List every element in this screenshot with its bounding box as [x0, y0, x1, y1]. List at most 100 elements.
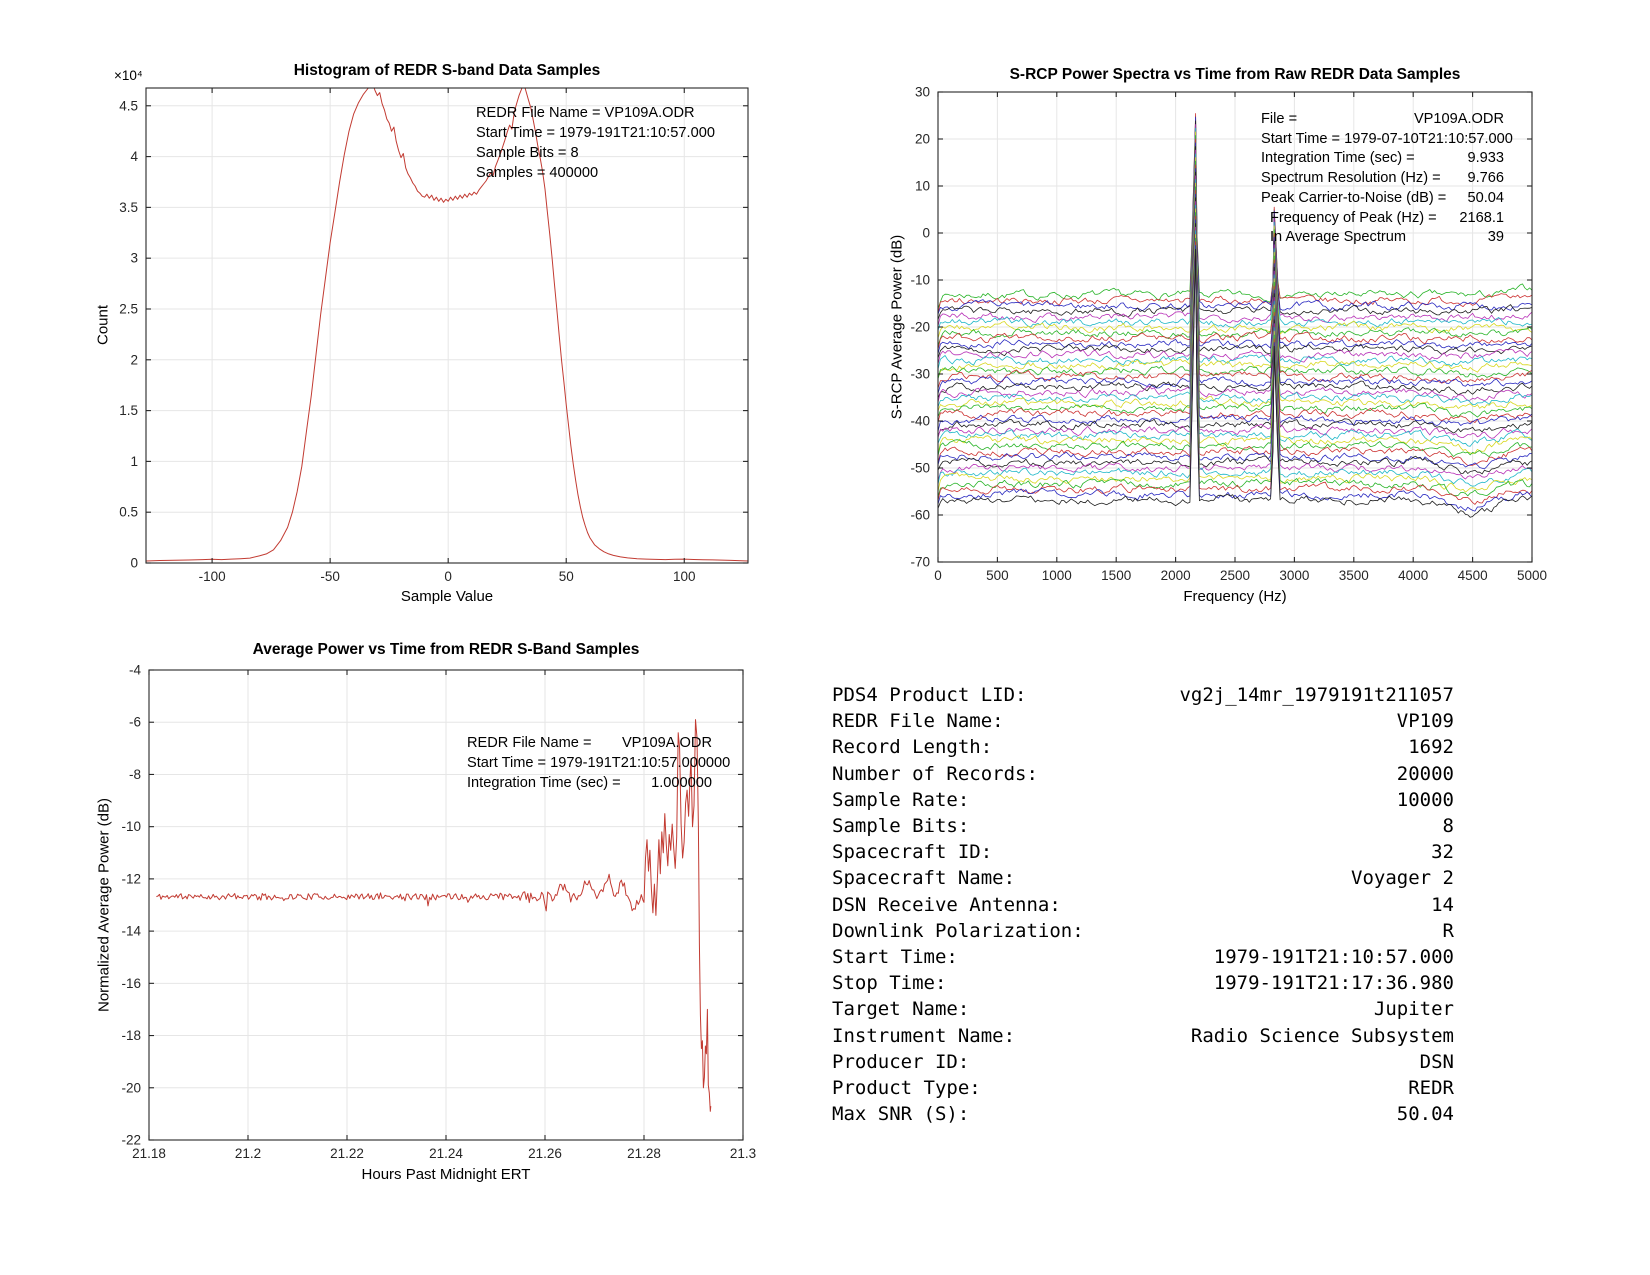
svg-text:-4: -4: [129, 663, 141, 678]
svg-text:-20: -20: [910, 320, 930, 335]
svg-text:-16: -16: [121, 976, 141, 991]
table-row-label: Spacecraft Name:: [832, 867, 1016, 890]
svg-text:21.3: 21.3: [730, 1146, 756, 1161]
table-row: Product Type: REDR: [832, 1075, 1454, 1101]
table-row: Downlink Polarization: R: [832, 918, 1454, 944]
table-row-value: 32: [1431, 841, 1454, 864]
spectra-annotation-block: File = VP109A.ODR Start Time = 1979-07-10T…: [1261, 110, 1513, 248]
avg-title: Average Power vs Time from REDR S-Band S…: [252, 641, 640, 658]
svg-text:-40: -40: [910, 414, 930, 429]
spectra-annotation-line-value: 39: [1487, 229, 1504, 246]
avg-x-axis-label: Hours Past Midnight ERT: [361, 1166, 531, 1183]
svg-text:500: 500: [986, 568, 1009, 583]
hist-y-exponent-label: ×10⁴: [114, 68, 143, 83]
svg-text:21.18: 21.18: [132, 1146, 166, 1161]
spectra-annotation-line-value: 9.933: [1467, 150, 1504, 167]
spectra-y-axis-label: S-RCP Average Power (dB): [888, 234, 906, 420]
svg-text:0: 0: [130, 556, 138, 571]
spectra-annotation-line: Spectrum Resolution (Hz) = 9.766: [1261, 169, 1504, 189]
table-row: PDS4 Product LID: vg2j_14mr_1979191t21105…: [832, 682, 1454, 708]
spectra-x-axis-label: Frequency (Hz): [1183, 588, 1287, 605]
hist-annotation-line: Sample Bits = 8: [476, 145, 579, 161]
avg-annotation-line-label: REDR File Name =: [467, 735, 592, 751]
table-row: Start Time: 1979-191T21:10:57.000: [832, 944, 1454, 970]
table-row-value: vg2j_14mr_1979191t211057: [1179, 684, 1454, 706]
avg-annotation-line-value: VP109A.ODR: [621, 735, 712, 751]
table-row-value: 50.04: [1396, 1103, 1454, 1126]
svg-text:0: 0: [444, 569, 452, 584]
spectra-annotation-line-value: 50.04: [1467, 189, 1504, 206]
table-row-value: 20000: [1396, 762, 1454, 785]
svg-text:50: 50: [559, 569, 574, 584]
svg-text:4: 4: [130, 149, 138, 164]
spectra-annotation-line-value: 2168.1: [1459, 209, 1504, 226]
table-row-label: REDR File Name:: [832, 710, 1004, 733]
avg-annotation-line-value: 1.000000: [651, 775, 712, 791]
table-row-value: DSN: [1419, 1050, 1454, 1073]
svg-text:-10: -10: [910, 273, 930, 288]
svg-text:-50: -50: [910, 461, 930, 476]
spectra-annotation-line: Integration Time (sec) = 9.933: [1261, 149, 1504, 169]
spectra-annotation-line-value: 9.766: [1467, 170, 1504, 187]
table-row: Target Name: Jupiter: [832, 996, 1454, 1022]
table-row-label: Number of Records:: [832, 762, 1038, 785]
hist-title: Histogram of REDR S-band Data Samples: [293, 62, 601, 79]
svg-text:100: 100: [673, 569, 696, 584]
table-row-label: Producer ID:: [832, 1050, 970, 1073]
table-row-value: 1979-191T21:10:57.000: [1213, 946, 1454, 969]
table-row-value: 14: [1431, 893, 1454, 916]
svg-text:-70: -70: [910, 555, 930, 570]
svg-text:4500: 4500: [1458, 568, 1488, 583]
svg-text:-12: -12: [121, 871, 141, 886]
table-row: Sample Rate: 10000: [832, 787, 1454, 813]
table-row: DSN Receive Antenna: 14: [832, 892, 1454, 918]
svg-text:-8: -8: [129, 767, 141, 782]
svg-text:5000: 5000: [1517, 568, 1547, 583]
svg-text:3000: 3000: [1279, 568, 1309, 583]
svg-text:1500: 1500: [1101, 568, 1131, 583]
table-row-value: R: [1442, 919, 1454, 942]
svg-text:10: 10: [915, 179, 930, 194]
table-row-value: VP109: [1396, 710, 1454, 733]
table-row-label: PDS4 Product LID:: [832, 684, 1027, 706]
svg-text:-18: -18: [121, 1028, 141, 1043]
svg-text:21.24: 21.24: [429, 1146, 463, 1161]
table-row-value: 8: [1442, 815, 1454, 838]
spectra-annotation-line: File = VP109A.ODR: [1261, 110, 1504, 130]
table-row-label: Sample Bits:: [832, 815, 970, 838]
svg-text:2500: 2500: [1220, 568, 1250, 583]
table-row: REDR File Name: VP109: [832, 708, 1454, 734]
table-row: Instrument Name: Radio Science Subsystem: [832, 1023, 1454, 1049]
table-row-label: Sample Rate:: [832, 788, 970, 811]
table-row: Stop Time: 1979-191T21:17:36.980: [832, 970, 1454, 996]
spectra-annotation-line-label: Frequency of Peak (Hz) =: [1270, 209, 1437, 226]
table-row-label: Spacecraft ID:: [832, 841, 993, 864]
hist-annotation-line: REDR File Name = VP109A.ODR: [476, 105, 695, 121]
svg-text:4000: 4000: [1398, 568, 1428, 583]
table-row-label: Target Name:: [832, 998, 970, 1021]
svg-text:-22: -22: [121, 1133, 141, 1148]
table-row: Number of Records: 20000: [832, 761, 1454, 787]
svg-text:3: 3: [130, 251, 138, 266]
table-row-value: Voyager 2: [1351, 867, 1454, 890]
table-row-label: Record Length:: [832, 736, 993, 759]
svg-text:3500: 3500: [1339, 568, 1369, 583]
table-row-label: Downlink Polarization:: [832, 919, 1084, 942]
svg-text:-30: -30: [910, 367, 930, 382]
svg-text:21.28: 21.28: [627, 1146, 661, 1161]
spectra-annotation-line: In Average Spectrum 39: [1261, 228, 1504, 248]
table-row: Record Length: 1692: [832, 734, 1454, 760]
svg-text:2.5: 2.5: [119, 301, 138, 316]
table-row: Spacecraft Name: Voyager 2: [832, 865, 1454, 891]
table-row-label: DSN Receive Antenna:: [832, 893, 1061, 916]
spectra-annotation-line-label: Start Time = 1979-07-10T21:10:57.000: [1261, 130, 1513, 147]
table-row-label: Max SNR (S):: [832, 1103, 970, 1126]
spectra-annotation-line-label: File =: [1261, 111, 1298, 127]
svg-text:0: 0: [934, 568, 942, 583]
table-row-value: Jupiter: [1373, 998, 1454, 1021]
avg-annotation-block: REDR File Name = VP109A.ODR Start Time = 1…: [467, 733, 730, 793]
table-row-value: 1692: [1408, 736, 1454, 759]
hist-annotation-block: REDR File Name = VP109A.ODR Start Time = …: [476, 103, 716, 183]
